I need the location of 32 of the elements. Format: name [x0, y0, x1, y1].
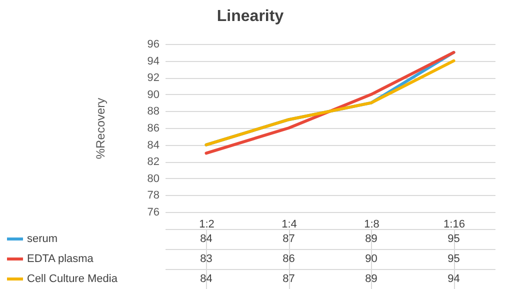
y-tick-label: 76 [147, 206, 160, 218]
legend-label: EDTA plasma [27, 253, 94, 265]
data-label: 94 [448, 273, 460, 285]
data-label: 83 [200, 253, 212, 265]
y-tick-label: 92 [147, 72, 160, 84]
x-tick-label: 1:2 [199, 218, 214, 230]
chart-title: Linearity [216, 8, 284, 25]
y-tick-label: 86 [147, 122, 160, 134]
y-tick-label: 80 [147, 172, 160, 185]
data-label: 87 [282, 273, 295, 285]
x-tick-label: 1:4 [282, 218, 297, 230]
y-tick-label: 78 [147, 190, 160, 202]
y-tick-label: 84 [147, 139, 160, 152]
data-label: 95 [448, 233, 460, 245]
data-label: 89 [365, 233, 378, 245]
data-label: 87 [282, 233, 295, 245]
y-axis-title: %Recovery [93, 98, 108, 160]
x-tick-label: 1:16 [444, 218, 465, 230]
y-tick-label: 96 [147, 38, 160, 50]
y-tick-label: 90 [147, 88, 160, 101]
x-tick-label: 1:8 [364, 218, 380, 230]
legend-label: Cell Culture Media [27, 273, 118, 285]
y-tick-label: 94 [147, 55, 160, 68]
data-label: 95 [448, 253, 460, 265]
data-label: 90 [365, 253, 378, 265]
data-label: 84 [200, 273, 212, 285]
y-tick-label: 88 [147, 106, 160, 118]
legend-label: serum [27, 233, 58, 245]
y-tick-label: 82 [147, 156, 160, 168]
data-label: 84 [200, 233, 212, 245]
data-label: 89 [365, 273, 378, 285]
data-label: 86 [282, 253, 295, 265]
